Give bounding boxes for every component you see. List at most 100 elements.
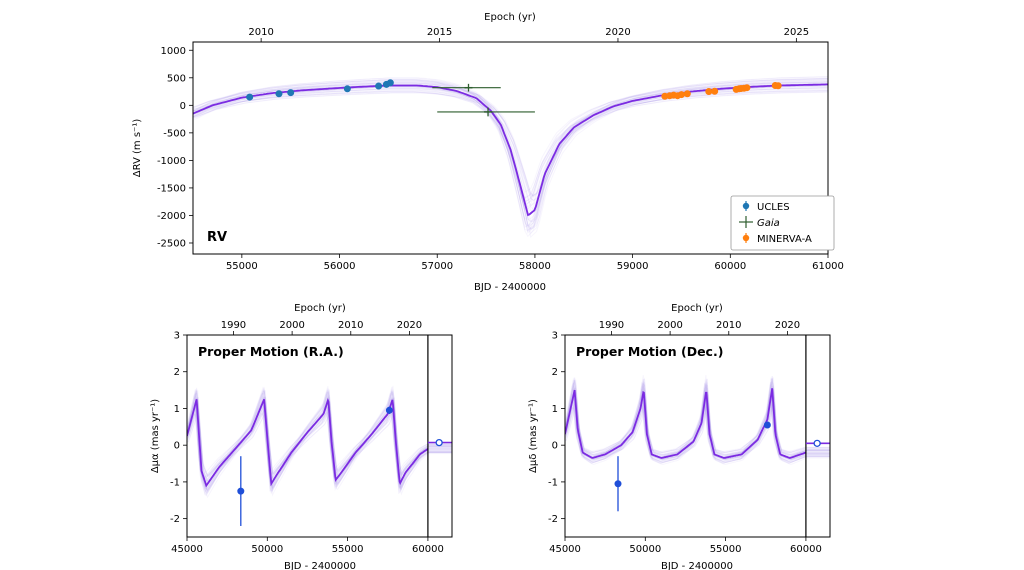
y-tick-label: 3: [552, 331, 558, 342]
top-tick-label: 2020: [605, 27, 630, 38]
pm-dec-axes: 45000 50000 55000 60000 3 2 1 0 -1 -2 1990 2000 2010…: [548, 320, 822, 555]
rv-x-axis-label: BJD - 2400000: [474, 282, 546, 293]
y-tick-label: 1000: [161, 46, 186, 57]
legend-minerva-marker: [742, 234, 750, 242]
posterior-orbit: [565, 378, 830, 461]
data-point: [677, 91, 685, 99]
posterior-orbit: [565, 393, 830, 463]
x-tick-label: 55000: [332, 544, 364, 555]
posterior-orbit: [193, 90, 828, 206]
posterior-orbit: [187, 399, 452, 479]
pm-dec-data-marks: [565, 335, 830, 537]
x-tick-label: 57000: [421, 261, 453, 272]
posterior-orbit: [187, 390, 452, 493]
posterior-orbit: [187, 386, 452, 491]
y-tick-label: 500: [167, 73, 186, 84]
legend-ucles-marker: [742, 202, 750, 210]
rv-y-axis-label: ΔRV (m s⁻¹): [132, 119, 143, 178]
data-point: [385, 406, 393, 414]
legend-gaia-label: Gaia: [757, 218, 780, 229]
legend-minerva-label: MINERVA-A: [757, 234, 812, 245]
x-tick-label: 55000: [710, 544, 742, 555]
posterior-orbit: [193, 78, 828, 221]
posterior-orbit: [187, 389, 452, 491]
data-point: [343, 85, 351, 93]
pm-dec-chart: 45000 50000 55000 60000 3 2 1 0 -1 -2 1990 2000 2010…: [528, 303, 831, 570]
posterior-orbit: [187, 389, 452, 494]
posterior-orbit: [187, 385, 452, 490]
y-tick-label: -2500: [157, 238, 186, 249]
y-tick-label: 2: [174, 367, 180, 378]
posterior-orbit: [565, 378, 830, 460]
pm-dec-y-axis-label: Δμδ (mas yr⁻¹): [528, 399, 539, 473]
top-tick-label: 2020: [775, 320, 800, 331]
posterior-orbit: [565, 401, 830, 460]
pm-ra-axes: 45000 50000 55000 60000 3 2 1 0 -1 -2 1990 2000 2010…: [170, 320, 444, 555]
y-tick-label: 0: [552, 441, 558, 452]
posterior-orbit: [187, 391, 452, 487]
posterior-orbit: [565, 378, 830, 456]
posterior-orbit: [193, 91, 828, 201]
y-tick-label: -2: [548, 514, 558, 525]
data-point: [711, 87, 719, 95]
y-tick-label: -2: [170, 514, 180, 525]
posterior-orbit: [565, 404, 830, 460]
pm-dec-frame: [564, 334, 831, 538]
posterior-orbit: [187, 396, 452, 493]
best-fit-orbit: [193, 83, 828, 217]
pm-dec-panel-title: Proper Motion (Dec.): [576, 344, 723, 359]
x-tick-label: 50000: [251, 544, 283, 555]
posterior-orbit: [187, 389, 452, 495]
posterior-orbit: [193, 81, 828, 211]
top-tick-label: 2010: [338, 320, 363, 331]
posterior-orbit: [193, 85, 828, 231]
posterior-orbit: [193, 84, 828, 238]
y-tick-label: 1: [552, 404, 558, 415]
legend-item-ucles: UCLES: [742, 201, 790, 213]
pm-ra-y-axis-label: Δμα (mas yr⁻¹): [150, 399, 161, 473]
posterior-orbit: [187, 402, 452, 477]
posterior-orbit: [193, 81, 828, 215]
y-tick-label: 0: [174, 441, 180, 452]
pm-dec-posterior-orbits: [565, 375, 830, 466]
posterior-orbit: [565, 401, 830, 461]
posterior-orbit: [565, 399, 830, 456]
data-point: [683, 90, 691, 98]
posterior-orbit: [193, 89, 828, 207]
rv-chart: 55000 56000 57000 58000 59000 60000 61000 1000 5…: [132, 12, 844, 293]
posterior-orbit: [193, 76, 828, 232]
data-point: [614, 480, 622, 488]
posterior-orbit: [565, 375, 830, 458]
top-tick-label: 2000: [279, 320, 304, 331]
posterior-orbit: [565, 384, 830, 466]
pm-ra-data-marks: [187, 335, 452, 537]
rv-data-marks: [193, 79, 828, 217]
posterior-orbit: [193, 91, 828, 202]
pm-ra-x-axis-label: BJD - 2400000: [284, 561, 356, 570]
y-tick-label: 1: [174, 404, 180, 415]
legend-item-minerva: MINERVA-A: [742, 233, 812, 245]
rv-legend: UCLES Gaia MINERVA-A: [730, 195, 835, 251]
posterior-orbit: [187, 398, 452, 478]
x-tick-label: 45000: [549, 544, 581, 555]
posterior-orbit: [193, 90, 828, 199]
x-tick-label: 45000: [171, 544, 203, 555]
posterior-orbit: [193, 79, 828, 231]
posterior-orbit: [193, 85, 828, 196]
posterior-orbit: [565, 397, 830, 455]
x-tick-label: 55000: [226, 261, 258, 272]
top-tick-label: 2010: [248, 27, 273, 38]
posterior-orbit: [565, 390, 830, 454]
posterior-orbit: [193, 87, 828, 206]
top-tick-label: 2020: [397, 320, 422, 331]
x-tick-label: 60000: [790, 544, 822, 555]
data-point: [763, 421, 771, 429]
posterior-orbit: [193, 79, 828, 234]
posterior-orbit: [565, 378, 830, 459]
posterior-orbit: [193, 86, 828, 222]
rv-frame: [192, 41, 829, 255]
posterior-orbit: [193, 87, 828, 196]
posterior-orbit: [187, 400, 452, 491]
top-tick-label: 1990: [221, 320, 246, 331]
